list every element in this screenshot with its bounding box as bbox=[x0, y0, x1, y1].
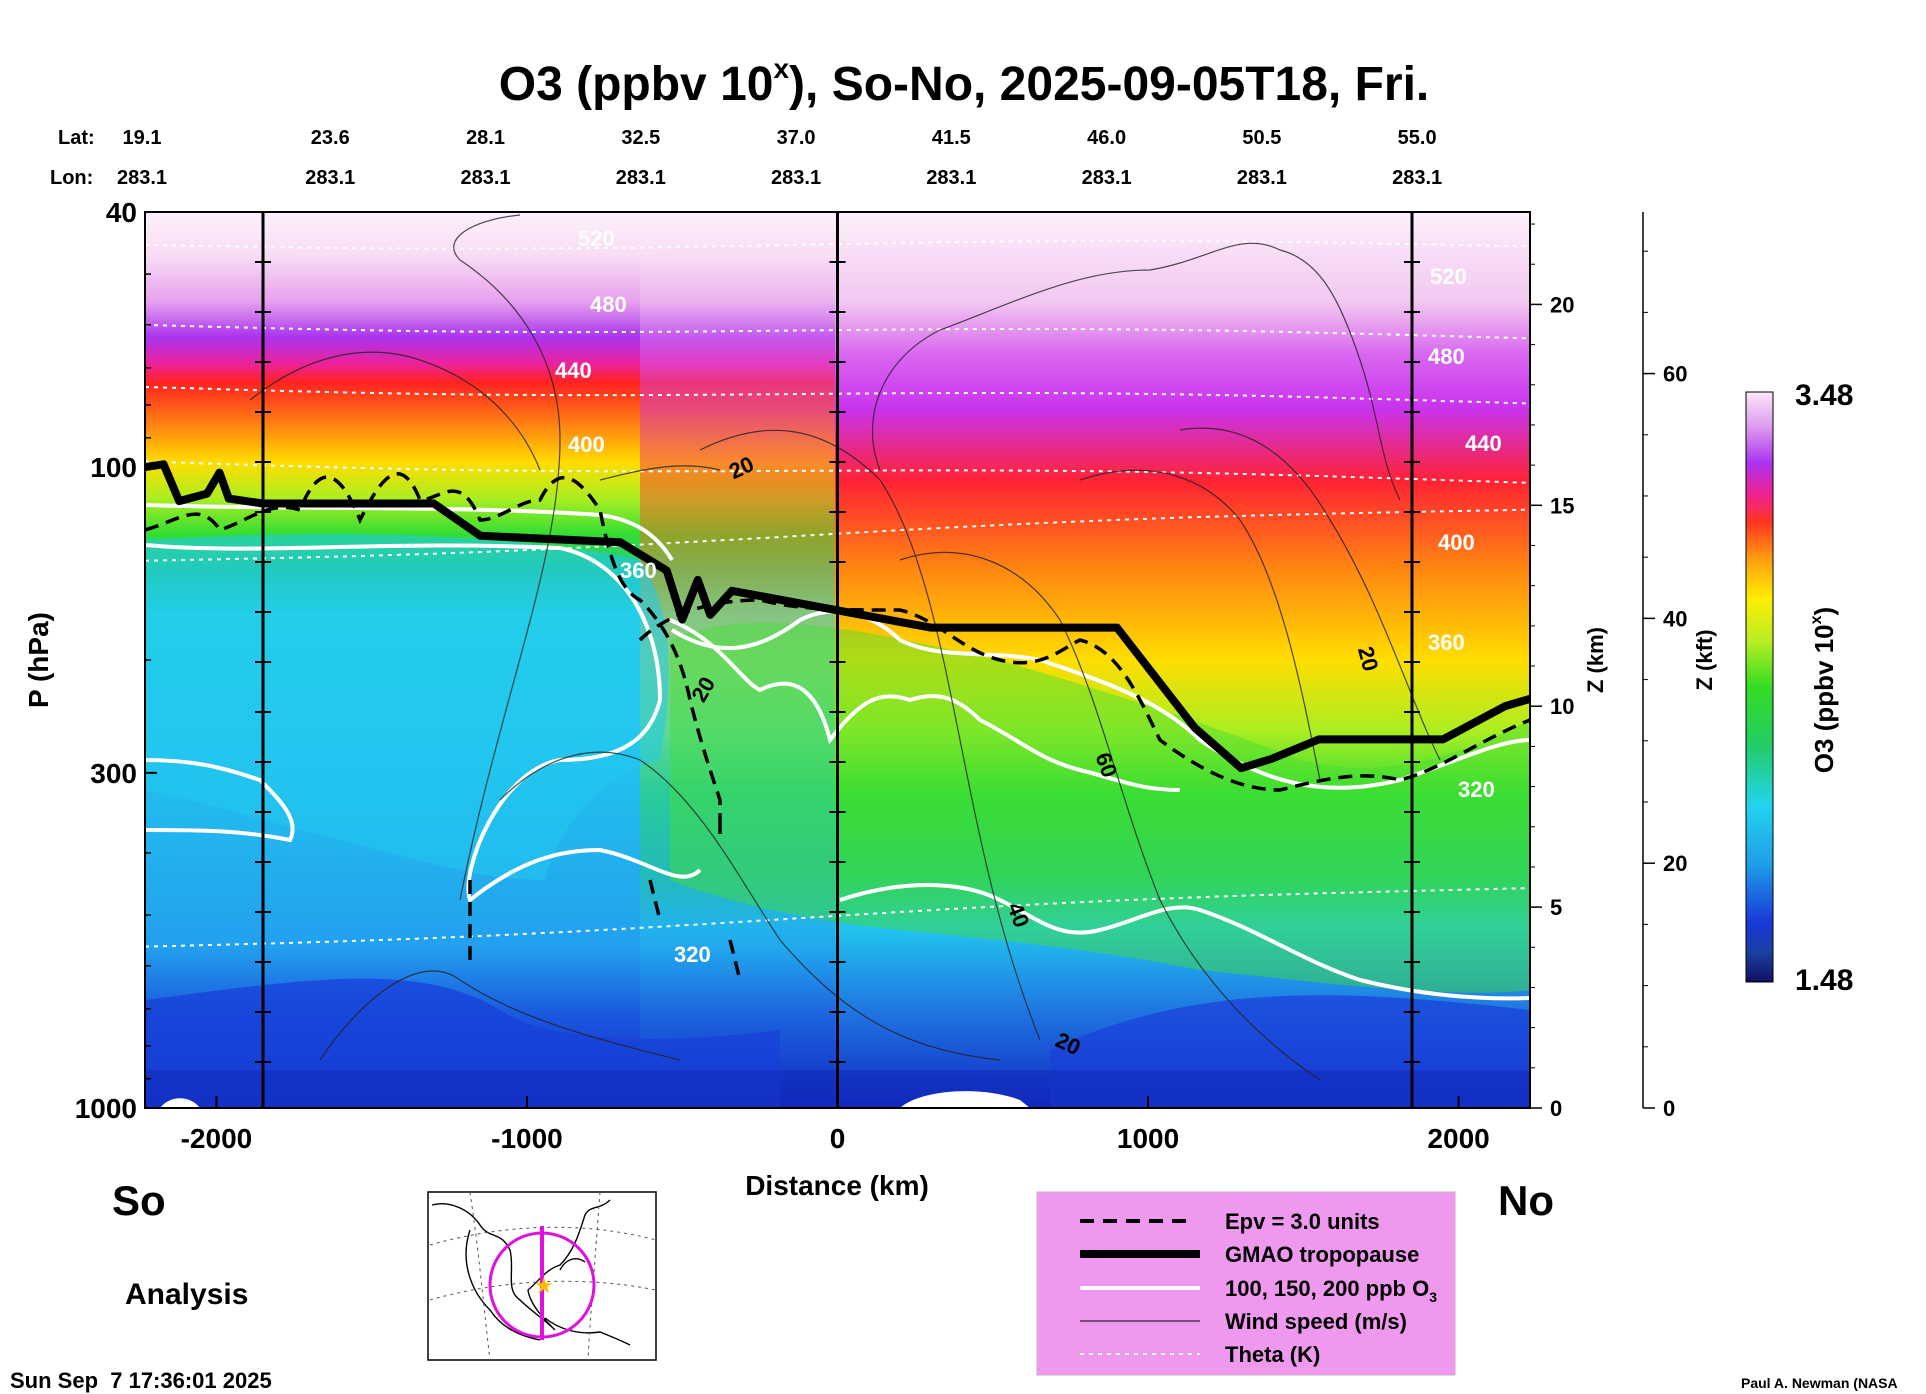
lat-value: 55.0 bbox=[1398, 127, 1437, 149]
lon-value: 283.1 bbox=[771, 167, 821, 189]
zkft-tick-label: 20 bbox=[1663, 851, 1687, 876]
theta-line bbox=[145, 386, 1530, 405]
p-tick-label: 300 bbox=[90, 758, 137, 789]
lat-value: 37.0 bbox=[777, 127, 816, 149]
z-km-axis: 0 5 10 15 20 bbox=[1530, 223, 1574, 1121]
lat-value: 23.6 bbox=[311, 127, 350, 149]
y-axis-label: P (hPa) bbox=[23, 612, 54, 708]
lat-value: 50.5 bbox=[1242, 127, 1281, 149]
zkm-tick-label: 5 bbox=[1550, 895, 1562, 920]
colorbar-label: O3 (ppbv 10x) bbox=[1808, 607, 1839, 773]
zkft-tick-label: 40 bbox=[1663, 606, 1687, 631]
zkft-tick-label: 60 bbox=[1663, 362, 1687, 387]
lon-value: 283.1 bbox=[1237, 167, 1287, 189]
lat-value: 19.1 bbox=[123, 127, 162, 149]
theta-label: 360 bbox=[1428, 630, 1465, 655]
legend-wind: Wind speed (m/s) bbox=[1225, 1309, 1407, 1334]
legend-o3: 100, 150, 200 ppb O3 bbox=[1225, 1276, 1437, 1305]
theta-label: 320 bbox=[674, 942, 711, 967]
zkm-tick-label: 15 bbox=[1550, 493, 1574, 518]
x-tick-label: 1000 bbox=[1117, 1123, 1179, 1154]
timestamp: Sun Sep 7 17:36:01 2025 bbox=[10, 1368, 272, 1393]
lat-value: 32.5 bbox=[621, 127, 660, 149]
lat-label: Lat: bbox=[58, 127, 95, 149]
legend-epv: Epv = 3.0 units bbox=[1225, 1209, 1380, 1234]
lat-value: 46.0 bbox=[1087, 127, 1126, 149]
lon-value: 283.1 bbox=[616, 167, 666, 189]
chart-title: O3 (ppbv 10x), So-No, 2025-09-05T18, Fri… bbox=[499, 53, 1430, 111]
lon-value: 283.1 bbox=[117, 167, 167, 189]
z-kft-axis: 0 20 40 60 bbox=[1642, 212, 1687, 1121]
x-tick-label: -2000 bbox=[181, 1123, 253, 1154]
zkm-tick-label: 20 bbox=[1550, 292, 1574, 317]
zkm-tick-label: 0 bbox=[1550, 1096, 1562, 1121]
theta-line bbox=[145, 323, 1530, 340]
lat-value: 41.5 bbox=[932, 127, 971, 149]
z-km-label: Z (km) bbox=[1583, 627, 1608, 693]
zkm-tick-label: 10 bbox=[1550, 694, 1574, 719]
lat-value: 28.1 bbox=[466, 127, 505, 149]
theta-label: 320 bbox=[1458, 777, 1495, 802]
x-axis-label: Distance (km) bbox=[745, 1170, 929, 1201]
theta-line bbox=[145, 239, 1530, 250]
theta-label: 520 bbox=[1430, 264, 1467, 289]
epv-line bbox=[145, 472, 1530, 981]
theta-label: 480 bbox=[1428, 344, 1465, 369]
legend: Epv = 3.0 units GMAO tropopause 100, 150… bbox=[1036, 1191, 1456, 1376]
theta-label: 440 bbox=[555, 358, 592, 383]
gmao-tropopause bbox=[145, 460, 1530, 773]
distance-axis: -2000 -1000 0 1000 2000 bbox=[181, 1096, 1490, 1154]
zkft-tick-label: 0 bbox=[1663, 1096, 1675, 1121]
lon-value: 283.1 bbox=[926, 167, 976, 189]
legend-theta: Theta (K) bbox=[1225, 1342, 1320, 1367]
svg-text:★: ★ bbox=[534, 1274, 554, 1299]
north-label: No bbox=[1498, 1177, 1554, 1224]
author: Paul A. Newman (NASA bbox=[1741, 1375, 1898, 1391]
colorbar: 3.48 1.48 O3 (ppbv 10x) bbox=[1745, 379, 1853, 997]
theta-label: 440 bbox=[1465, 431, 1502, 456]
lon-value: 283.1 bbox=[1082, 167, 1132, 189]
theta-label: 360 bbox=[620, 558, 657, 583]
green-region bbox=[145, 534, 669, 880]
colorbar-min: 1.48 bbox=[1795, 964, 1853, 997]
analysis-label: Analysis bbox=[125, 1278, 248, 1311]
lon-value: 283.1 bbox=[461, 167, 511, 189]
theta-label: 400 bbox=[1438, 530, 1475, 555]
p-tick-label: 1000 bbox=[75, 1093, 137, 1124]
pressure-axis: 40 100 300 1000 bbox=[75, 197, 157, 1124]
colorbar-max: 3.48 bbox=[1795, 379, 1853, 412]
o3-ppb-contours bbox=[145, 503, 1530, 1001]
theta-label: 520 bbox=[578, 226, 615, 251]
lat-lon-header: Lat: Lon: 19.1 283.1 23.6 283.1 28.1 283.1 32.5 2… bbox=[50, 127, 1442, 189]
x-tick-label: -1000 bbox=[491, 1123, 563, 1154]
theta-label: 400 bbox=[568, 432, 605, 457]
z-kft-label: Z (kft) bbox=[1692, 629, 1717, 690]
lon-value: 283.1 bbox=[1392, 167, 1442, 189]
lon-value: 283.1 bbox=[305, 167, 355, 189]
p-tick-label: 100 bbox=[90, 452, 137, 483]
p-tick-label: 40 bbox=[106, 197, 137, 228]
inset-map: ★ bbox=[427, 1191, 657, 1361]
x-tick-label: 0 bbox=[830, 1123, 846, 1154]
x-tick-label: 2000 bbox=[1427, 1123, 1489, 1154]
theta-label: 480 bbox=[590, 292, 627, 317]
plot-area bbox=[145, 212, 1530, 1108]
south-label: So bbox=[112, 1177, 166, 1224]
vertical-markers bbox=[255, 212, 1420, 1108]
legend-tropopause: GMAO tropopause bbox=[1225, 1242, 1419, 1267]
lon-label: Lon: bbox=[50, 167, 93, 189]
wind-speed-contours bbox=[249, 214, 1441, 1081]
